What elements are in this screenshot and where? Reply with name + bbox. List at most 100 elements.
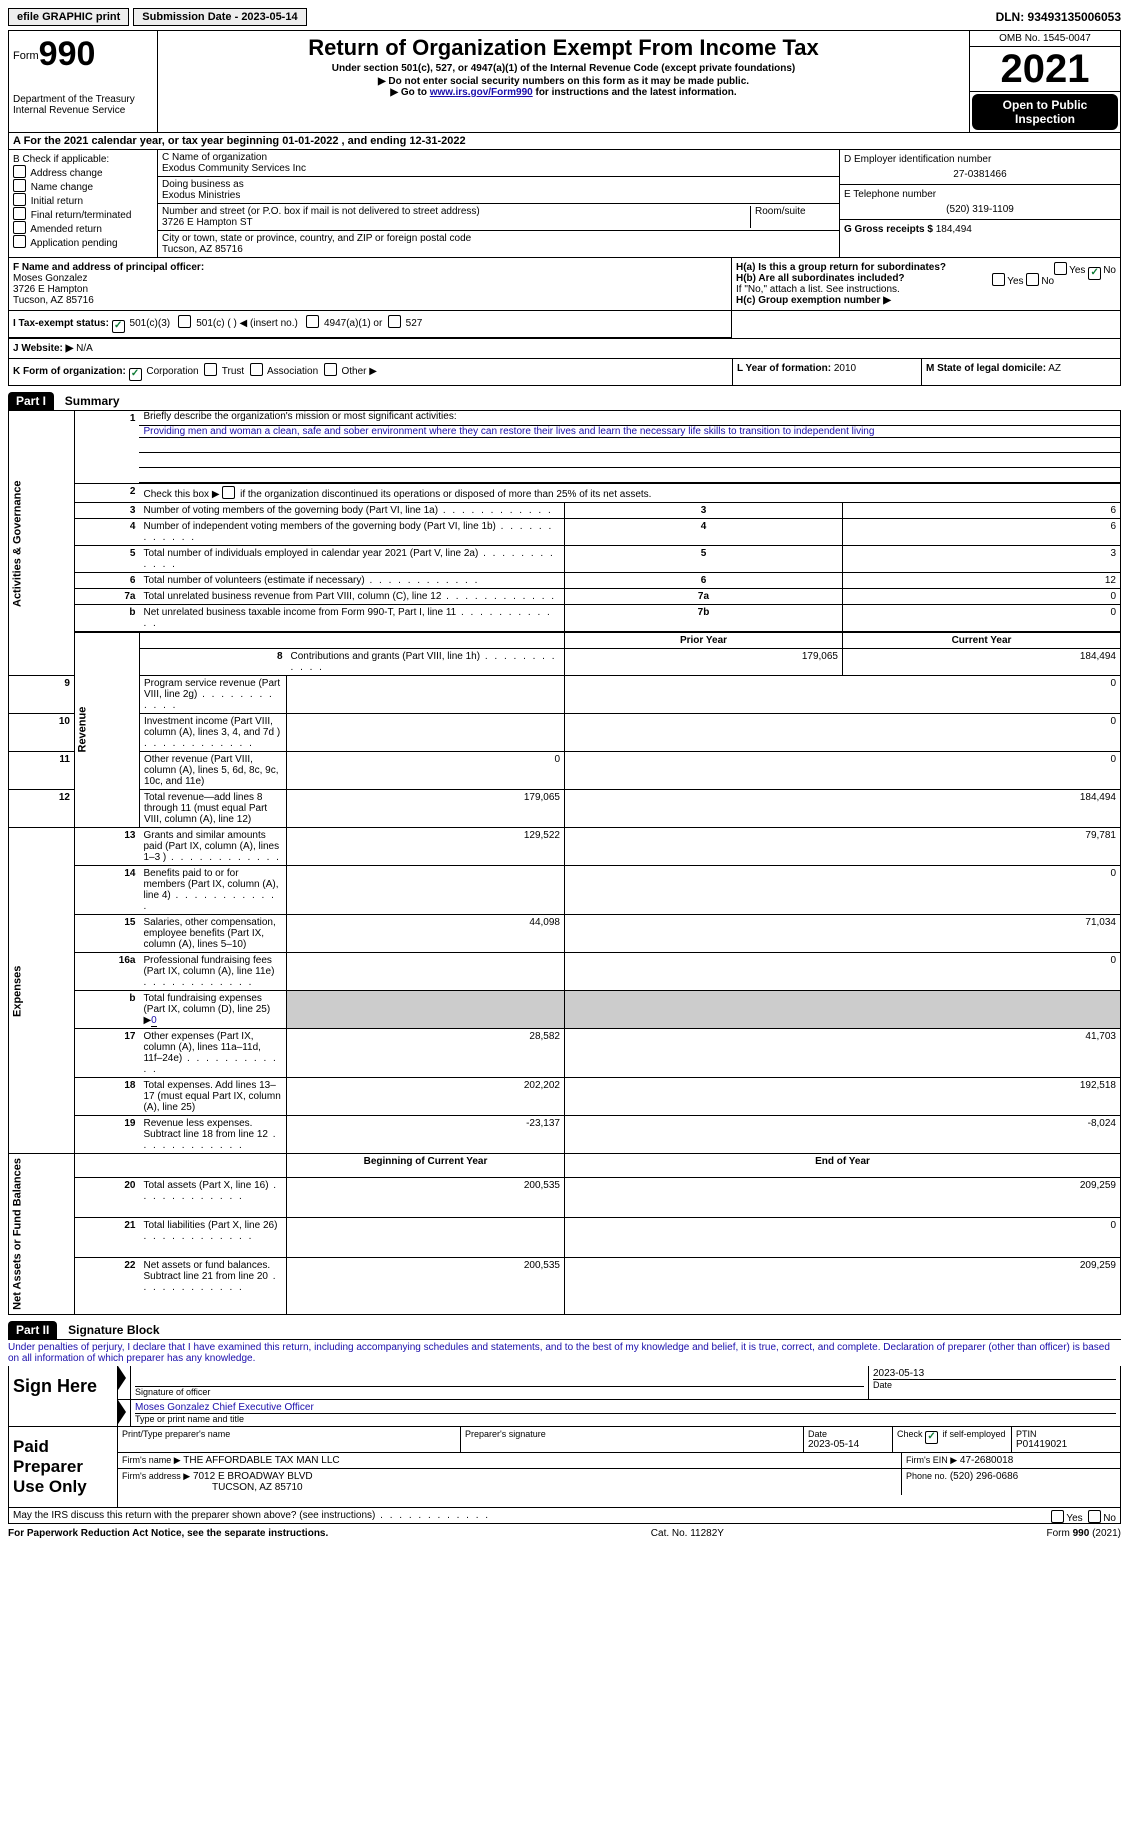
cb-final[interactable] [13, 207, 26, 220]
mission-text: Providing men and woman a clean, safe an… [143, 426, 874, 437]
cb-pending[interactable] [13, 235, 26, 248]
line-7b-val: 0 [842, 605, 1120, 633]
line-7a-box: 7a [565, 589, 843, 605]
line-5-num: 5 [74, 546, 139, 573]
line-4-box: 4 [565, 519, 843, 546]
cb-address-change[interactable] [13, 165, 26, 178]
dba-value: Exodus Ministries [162, 190, 835, 201]
type-name-label: Type or print name and title [135, 1413, 1116, 1424]
cb-527[interactable] [388, 315, 401, 328]
paid-preparer-label: Paid Preparer Use Only [9, 1427, 117, 1507]
line-3-val: 6 [842, 503, 1120, 519]
line-20-prior: 200,535 [287, 1177, 565, 1217]
cb-ha-no[interactable] [1088, 267, 1101, 280]
cb-501c[interactable] [178, 315, 191, 328]
prep-name-label: Print/Type preparer's name [122, 1429, 456, 1439]
row-j: J Website: ▶ N/A [8, 339, 1121, 359]
line-18-desc: Total expenses. Add lines 13–17 (must eq… [139, 1078, 286, 1116]
cb-hb-yes[interactable] [992, 273, 1005, 286]
dba-label: Doing business as [162, 179, 835, 190]
cb-discuss-yes[interactable] [1051, 1510, 1064, 1523]
cb-hb-no[interactable] [1026, 273, 1039, 286]
hc-label: H(c) Group exemption number ▶ [736, 295, 891, 306]
line-3-num: 3 [74, 503, 139, 519]
line-6-desc: Total number of volunteers (estimate if … [139, 573, 564, 589]
line-16a-desc: Professional fundraising fees (Part IX, … [139, 953, 286, 991]
discuss-row: May the IRS discuss this return with the… [8, 1508, 1121, 1524]
part-i-header: Part I [8, 392, 54, 410]
line-18-prior: 202,202 [287, 1078, 565, 1116]
website-value: N/A [76, 343, 93, 354]
form-label: Form [13, 50, 39, 62]
cb-corp[interactable] [129, 368, 142, 381]
line-16b-num: b [74, 991, 139, 1029]
cb-discuss-no[interactable] [1088, 1510, 1101, 1523]
tax-year: 2021 [970, 47, 1120, 92]
line-13-num: 13 [74, 828, 139, 866]
cb-name-change[interactable] [13, 179, 26, 192]
arrow-icon [118, 1366, 126, 1390]
opt-corp: Corporation [146, 366, 198, 377]
line-9-prior [287, 676, 565, 714]
opt-501c3: 501(c)(3) [130, 318, 171, 329]
line-5-box: 5 [565, 546, 843, 573]
cb-ha-yes[interactable] [1054, 262, 1067, 275]
line-11-num: 11 [9, 752, 75, 790]
gross-label: G Gross receipts $ [844, 224, 933, 235]
street-label: Number and street (or P.O. box if mail i… [162, 206, 746, 217]
note2-post: for instructions and the latest informat… [533, 87, 737, 98]
footer-left: For Paperwork Reduction Act Notice, see … [8, 1528, 328, 1539]
line-16b-val: 0 [151, 1015, 157, 1027]
col-d: D Employer identification number 27-0381… [840, 150, 1120, 257]
opt-527: 527 [406, 318, 423, 329]
officer-addr2: Tucson, AZ 85716 [13, 295, 94, 306]
cb-line2[interactable] [222, 486, 235, 499]
cb-initial[interactable] [13, 193, 26, 206]
line-16b-desc: Total fundraising expenses (Part IX, col… [139, 991, 286, 1029]
line-3-desc: Number of voting members of the governin… [139, 503, 564, 519]
prior-year-header: Prior Year [565, 632, 843, 649]
note2-pre: ▶ Go to [390, 87, 429, 98]
cb-self-employed[interactable] [925, 1431, 938, 1444]
firm-ein-label: Firm's EIN ▶ [906, 1455, 957, 1465]
firm-ein-value: 47-2680018 [960, 1455, 1013, 1466]
cb-trust[interactable] [204, 363, 217, 376]
website-label: J Website: ▶ [13, 343, 73, 354]
line-2-desc: Check this box ▶ if the organization dis… [139, 484, 1120, 503]
line-7b-box: 7b [565, 605, 843, 633]
domicile-label: M State of legal domicile: [926, 363, 1046, 374]
line-14-curr: 0 [565, 866, 1121, 915]
line-8-desc: Contributions and grants (Part VIII, lin… [287, 649, 565, 676]
line-6-num: 6 [74, 573, 139, 589]
cb-assoc[interactable] [250, 363, 263, 376]
date2-label: Date [808, 1429, 827, 1439]
line-13-curr: 79,781 [565, 828, 1121, 866]
line-11-desc: Other revenue (Part VIII, column (A), li… [139, 752, 286, 790]
irs-link[interactable]: www.irs.gov/Form990 [430, 87, 533, 98]
cb-501c3[interactable] [112, 320, 125, 333]
firm-addr2: TUCSON, AZ 85710 [212, 1482, 303, 1493]
line-9-num: 9 [9, 676, 75, 714]
line-10-num: 10 [9, 714, 75, 752]
arrow-icon-2 [118, 1400, 126, 1424]
efile-button[interactable]: efile GRAPHIC print [8, 8, 129, 26]
line-19-num: 19 [74, 1116, 139, 1154]
begin-year-header: Beginning of Current Year [287, 1154, 565, 1178]
hb-note: If "No," attach a list. See instructions… [736, 284, 1116, 295]
row-k: K Form of organization: Corporation Trus… [8, 359, 1121, 386]
line-16a-curr: 0 [565, 953, 1121, 991]
submission-button[interactable]: Submission Date - 2023-05-14 [133, 8, 306, 26]
cb-4947[interactable] [306, 315, 319, 328]
form-note1: ▶ Do not enter social security numbers o… [162, 76, 965, 87]
row-f: F Name and address of principal officer:… [8, 258, 1121, 311]
formation-label: L Year of formation: [737, 363, 831, 374]
line-5-desc: Total number of individuals employed in … [139, 546, 564, 573]
line-4-val: 6 [842, 519, 1120, 546]
line-15-curr: 71,034 [565, 915, 1121, 953]
line-17-prior: 28,582 [287, 1029, 565, 1078]
line-8-curr: 184,494 [842, 649, 1120, 676]
cb-other[interactable] [324, 363, 337, 376]
opt-other: Other ▶ [341, 366, 376, 377]
cb-amended[interactable] [13, 221, 26, 234]
row-a: A For the 2021 calendar year, or tax yea… [8, 133, 1121, 150]
